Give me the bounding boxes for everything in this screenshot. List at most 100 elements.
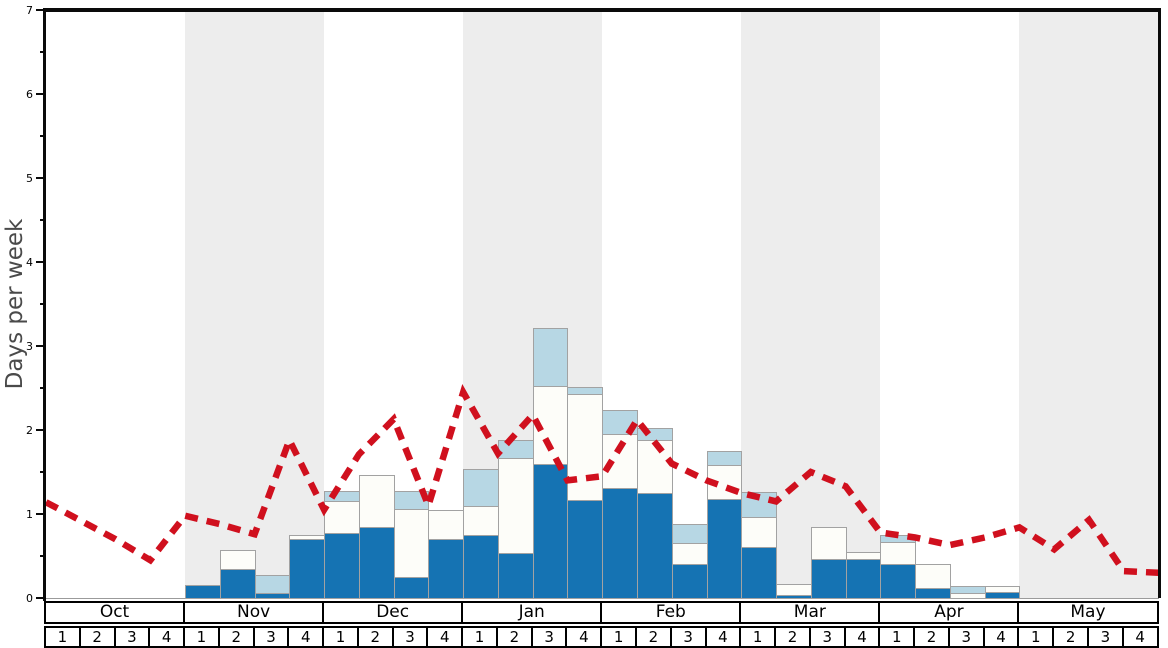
plot-right-border [1157, 8, 1161, 598]
bar-segment-bottom-segment-dark-blue [289, 539, 326, 599]
bar-segment-middle-segment-white [741, 516, 778, 548]
week-number-4: 4 [287, 626, 325, 648]
bar-segment-bottom-segment-dark-blue [463, 535, 499, 599]
bar-segment-bottom-segment-dark-blue [219, 568, 256, 599]
y-minor-tick [40, 135, 44, 137]
bar-segment-bottom-segment-dark-blue [741, 546, 778, 599]
bar-segment-middle-segment-white [845, 551, 882, 560]
bar-segment-middle-segment-white [219, 550, 256, 570]
week-number-2: 2 [356, 626, 394, 648]
bar-segment-middle-segment-white [810, 527, 847, 560]
bar-segment-top-segment-light-blue [463, 469, 499, 507]
week-number-1: 1 [878, 626, 916, 648]
bar-segment-bottom-segment-dark-blue [845, 558, 882, 599]
bar-segment-top-segment-light-blue [706, 451, 743, 467]
bar-segment-top-segment-light-blue [880, 535, 917, 543]
bar-segment-middle-segment-white [984, 586, 1021, 594]
bar-segment-bottom-segment-dark-blue [358, 527, 395, 599]
y-tick-label-0: 0 [26, 591, 33, 605]
bar-segment-bottom-segment-dark-blue [602, 487, 639, 599]
bar-segment-top-segment-light-blue [637, 428, 673, 442]
y-axis-line [43, 8, 46, 601]
bar-segment-middle-segment-white [289, 535, 326, 541]
y-minor-tick [40, 471, 44, 473]
week-number-1: 1 [322, 626, 359, 648]
week-number-1: 1 [461, 626, 498, 648]
week-number-4: 4 [704, 626, 742, 648]
month-band-oct [46, 10, 186, 598]
bar-segment-top-segment-light-blue [393, 491, 430, 510]
y-major-tick-7 [36, 9, 44, 11]
bar-segment-middle-segment-white [671, 543, 708, 566]
month-band-nov [185, 10, 325, 598]
bar-segment-middle-segment-white [428, 509, 465, 541]
week-number-2: 2 [1052, 626, 1089, 648]
month-label-feb: Feb [600, 601, 742, 624]
y-major-tick-2 [36, 429, 44, 431]
week-number-4: 4 [1121, 626, 1159, 648]
bar-segment-bottom-segment-dark-blue [324, 533, 360, 599]
bar-segment-top-segment-light-blue [254, 575, 291, 594]
month-label-mar: Mar [739, 601, 881, 624]
bar-segment-bottom-segment-dark-blue [915, 587, 951, 599]
bar-segment-middle-segment-white [393, 508, 430, 578]
bar-segment-middle-segment-white [880, 541, 917, 565]
y-tick-label-3: 3 [26, 339, 33, 353]
y-minor-tick [40, 555, 44, 557]
week-number-1: 1 [44, 626, 81, 648]
week-number-3: 3 [113, 626, 151, 648]
month-label-nov: Nov [183, 601, 325, 624]
week-number-2: 2 [217, 626, 255, 648]
bar-segment-bottom-segment-dark-blue [671, 564, 708, 599]
bar-segment-top-segment-light-blue [324, 491, 360, 503]
y-tick-label-4: 4 [26, 255, 33, 269]
week-number-2: 2 [913, 626, 950, 648]
week-number-3: 3 [391, 626, 429, 648]
bar-segment-middle-segment-white [324, 501, 360, 535]
bar-segment-bottom-segment-dark-blue [185, 585, 221, 599]
bar-segment-bottom-segment-dark-blue [637, 493, 673, 599]
week-number-3: 3 [947, 626, 985, 648]
y-tick-label-1: 1 [26, 507, 33, 521]
month-label-may: May [1017, 601, 1159, 624]
bar-segment-bottom-segment-dark-blue [393, 577, 430, 599]
bar-segment-middle-segment-white [776, 583, 812, 596]
week-number-2: 2 [495, 626, 533, 648]
bar-segment-top-segment-light-blue [949, 586, 986, 594]
y-major-tick-4 [36, 261, 44, 263]
bar-segment-bottom-segment-dark-blue [497, 553, 534, 599]
y-tick-label-6: 6 [26, 87, 33, 101]
y-major-tick-3 [36, 345, 44, 347]
bar-segment-bottom-segment-dark-blue [567, 499, 604, 599]
week-number-2: 2 [635, 626, 672, 648]
week-number-2: 2 [774, 626, 811, 648]
bar-segment-bottom-segment-dark-blue [706, 498, 743, 599]
week-number-3: 3 [1086, 626, 1124, 648]
y-major-tick-6 [36, 93, 44, 95]
bar-segment-bottom-segment-dark-blue [810, 558, 847, 599]
bar-segment-middle-segment-white [497, 457, 534, 555]
y-tick-label-7: 7 [26, 3, 33, 17]
bar-segment-middle-segment-white [358, 475, 395, 529]
week-number-1: 1 [183, 626, 220, 648]
month-band-may [1019, 10, 1159, 598]
y-major-tick-1 [36, 513, 44, 515]
bar-segment-middle-segment-white [637, 440, 673, 494]
week-number-3: 3 [252, 626, 290, 648]
bar-segment-top-segment-light-blue [567, 387, 604, 395]
month-label-oct: Oct [44, 601, 186, 624]
week-number-4: 4 [426, 626, 464, 648]
bar-segment-middle-segment-white [463, 505, 499, 536]
week-number-4: 4 [148, 626, 186, 648]
month-label-dec: Dec [322, 601, 464, 624]
bar-segment-middle-segment-white [915, 563, 951, 589]
y-minor-tick [40, 219, 44, 221]
bar-segment-middle-segment-white [567, 393, 604, 501]
month-label-jan: Jan [461, 601, 603, 624]
y-minor-tick [40, 303, 44, 305]
bar-segment-middle-segment-white [602, 434, 639, 489]
bar-segment-middle-segment-white [532, 386, 569, 465]
bar-segment-bottom-segment-dark-blue [984, 592, 1021, 599]
bar-segment-bottom-segment-dark-blue [532, 463, 569, 599]
week-number-3: 3 [669, 626, 707, 648]
